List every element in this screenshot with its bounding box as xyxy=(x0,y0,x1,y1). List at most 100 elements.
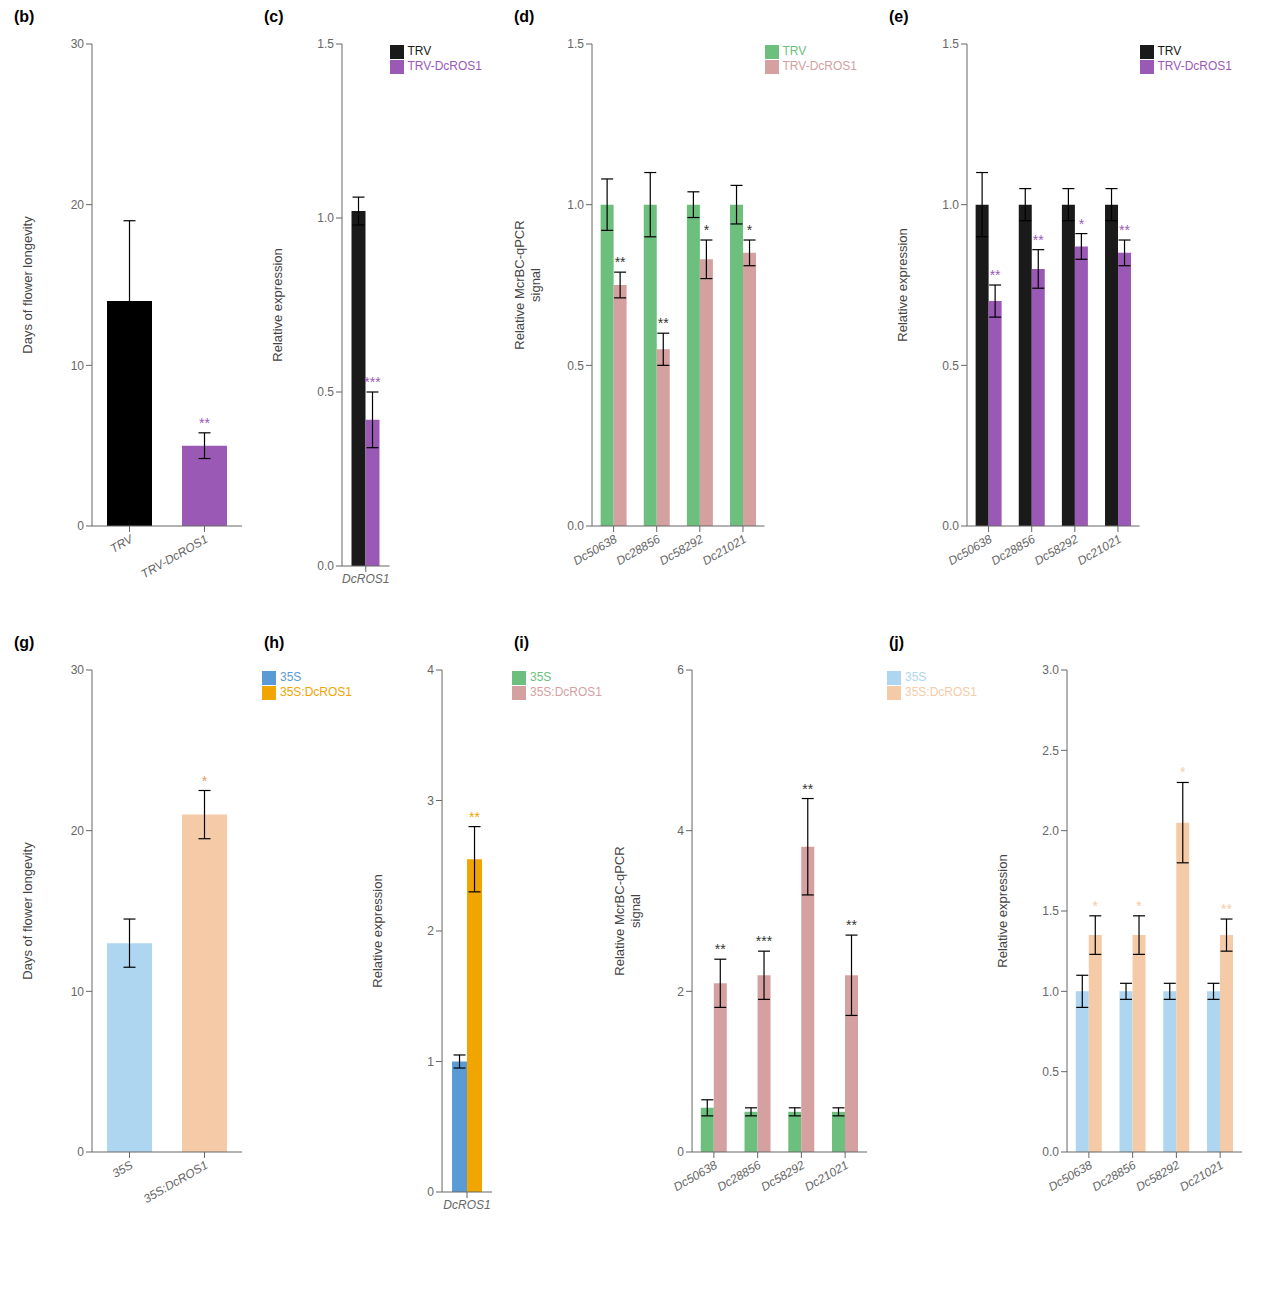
svg-text:Dc28856: Dc28856 xyxy=(989,532,1038,568)
svg-text:0.0: 0.0 xyxy=(1042,1145,1059,1159)
svg-text:10: 10 xyxy=(71,985,85,999)
svg-text:30: 30 xyxy=(71,37,85,51)
svg-text:3: 3 xyxy=(427,794,434,808)
svg-text:1.5: 1.5 xyxy=(317,37,334,51)
svg-text:*: * xyxy=(1079,216,1085,232)
html-text:(c): (c) xyxy=(264,8,284,25)
svg-text:***: *** xyxy=(364,374,381,390)
html-text:(j): (j) xyxy=(889,634,905,651)
svg-text:**: ** xyxy=(1119,222,1130,238)
html-text:35S:DcROS1: 35S:DcROS1 xyxy=(280,684,352,699)
svg-text:Days of flower longevity: Days of flower longevity xyxy=(20,842,35,980)
svg-text:30: 30 xyxy=(71,663,85,677)
svg-text:0.5: 0.5 xyxy=(567,359,584,373)
svg-text:0.5: 0.5 xyxy=(317,385,334,399)
svg-text:TRV: TRV xyxy=(108,531,136,556)
svg-text:1.0: 1.0 xyxy=(317,211,334,225)
svg-text:Dc58292: Dc58292 xyxy=(759,1158,808,1194)
svg-text:10: 10 xyxy=(71,359,85,373)
svg-text:3.0: 3.0 xyxy=(1042,663,1059,677)
svg-text:Relative McrBC-qPCRsignal: Relative McrBC-qPCRsignal xyxy=(512,220,543,349)
svg-text:**: ** xyxy=(615,254,626,270)
svg-text:0.5: 0.5 xyxy=(942,359,959,373)
html-text:TRV-DcROS1: TRV-DcROS1 xyxy=(407,58,482,73)
svg-text:Dc21021: Dc21021 xyxy=(1075,532,1124,568)
svg-text:**: ** xyxy=(658,315,669,331)
svg-text:4: 4 xyxy=(677,824,684,838)
svg-text:***: *** xyxy=(756,933,773,949)
svg-text:0.0: 0.0 xyxy=(567,519,584,533)
svg-text:DcROS1: DcROS1 xyxy=(342,572,389,586)
html-text:TRV-DcROS1: TRV-DcROS1 xyxy=(782,58,857,73)
svg-text:**: ** xyxy=(1221,901,1232,917)
svg-text:Dc50638: Dc50638 xyxy=(946,532,995,568)
svg-text:1: 1 xyxy=(427,1055,434,1069)
svg-text:Dc50638: Dc50638 xyxy=(1046,1158,1095,1194)
svg-text:*: * xyxy=(202,773,208,789)
svg-text:0.0: 0.0 xyxy=(317,559,334,573)
svg-text:20: 20 xyxy=(71,198,85,212)
svg-text:1.0: 1.0 xyxy=(942,198,959,212)
svg-text:0: 0 xyxy=(77,1145,84,1159)
html-text:TRV-DcROS1: TRV-DcROS1 xyxy=(1157,58,1232,73)
svg-text:0: 0 xyxy=(677,1145,684,1159)
svg-text:2: 2 xyxy=(677,985,684,999)
svg-text:35S: 35S xyxy=(110,1158,135,1181)
svg-text:1.0: 1.0 xyxy=(567,198,584,212)
html-text:35S:DcROS1: 35S:DcROS1 xyxy=(905,684,977,699)
svg-text:Dc21021: Dc21021 xyxy=(802,1158,851,1194)
svg-text:Dc50638: Dc50638 xyxy=(671,1158,720,1194)
svg-text:Dc50638: Dc50638 xyxy=(571,532,620,568)
svg-text:Dc58292: Dc58292 xyxy=(657,532,706,568)
svg-text:**: ** xyxy=(802,781,813,797)
svg-text:2: 2 xyxy=(427,924,434,938)
svg-text:Dc21021: Dc21021 xyxy=(1177,1158,1226,1194)
html-text:(b): (b) xyxy=(14,8,35,25)
svg-text:*: * xyxy=(1136,898,1142,914)
svg-text:*: * xyxy=(1180,764,1186,780)
svg-text:TRV-DcROS1: TRV-DcROS1 xyxy=(139,532,211,581)
svg-text:**: ** xyxy=(199,415,210,431)
svg-text:DcROS1: DcROS1 xyxy=(443,1198,490,1212)
svg-text:4: 4 xyxy=(427,663,434,677)
svg-text:Dc28856: Dc28856 xyxy=(614,532,663,568)
svg-text:Dc58292: Dc58292 xyxy=(1032,532,1081,568)
html-text:(i): (i) xyxy=(514,634,530,651)
svg-text:*: * xyxy=(704,222,710,238)
svg-text:1.5: 1.5 xyxy=(942,37,959,51)
svg-text:Relative expression: Relative expression xyxy=(370,874,385,987)
svg-text:*: * xyxy=(1093,898,1099,914)
svg-text:**: ** xyxy=(990,267,1001,283)
svg-text:1.5: 1.5 xyxy=(567,37,584,51)
svg-text:6: 6 xyxy=(677,663,684,677)
html-text:(g): (g) xyxy=(14,634,35,651)
svg-text:*: * xyxy=(747,222,753,238)
svg-text:Relative expression: Relative expression xyxy=(270,248,285,361)
svg-text:Days of flower longevity: Days of flower longevity xyxy=(20,216,35,354)
html-text:(h): (h) xyxy=(264,634,285,651)
svg-text:0.5: 0.5 xyxy=(1042,1065,1059,1079)
html-text:(e): (e) xyxy=(889,8,909,25)
svg-text:Relative expression: Relative expression xyxy=(995,854,1010,967)
svg-text:**: ** xyxy=(715,941,726,957)
svg-text:2.5: 2.5 xyxy=(1042,744,1059,758)
svg-text:Dc58292: Dc58292 xyxy=(1134,1158,1183,1194)
svg-text:20: 20 xyxy=(71,824,85,838)
svg-text:0: 0 xyxy=(427,1185,434,1199)
svg-text:2.0: 2.0 xyxy=(1042,824,1059,838)
svg-text:1.5: 1.5 xyxy=(1042,904,1059,918)
svg-text:Dc21021: Dc21021 xyxy=(700,532,749,568)
svg-text:**: ** xyxy=(469,809,480,825)
svg-text:35S:DcROS1: 35S:DcROS1 xyxy=(141,1158,210,1206)
svg-text:Relative expression: Relative expression xyxy=(895,228,910,341)
svg-text:**: ** xyxy=(1033,232,1044,248)
svg-text:**: ** xyxy=(846,917,857,933)
svg-text:0: 0 xyxy=(77,519,84,533)
svg-text:1.0: 1.0 xyxy=(1042,985,1059,999)
html-text:35S:DcROS1: 35S:DcROS1 xyxy=(530,684,602,699)
svg-text:Dc28856: Dc28856 xyxy=(1090,1158,1139,1194)
svg-text:Dc28856: Dc28856 xyxy=(715,1158,764,1194)
html-text:(d): (d) xyxy=(514,8,535,25)
svg-text:Relative McrBC-qPCRsignal: Relative McrBC-qPCRsignal xyxy=(612,846,643,975)
svg-text:0.0: 0.0 xyxy=(942,519,959,533)
